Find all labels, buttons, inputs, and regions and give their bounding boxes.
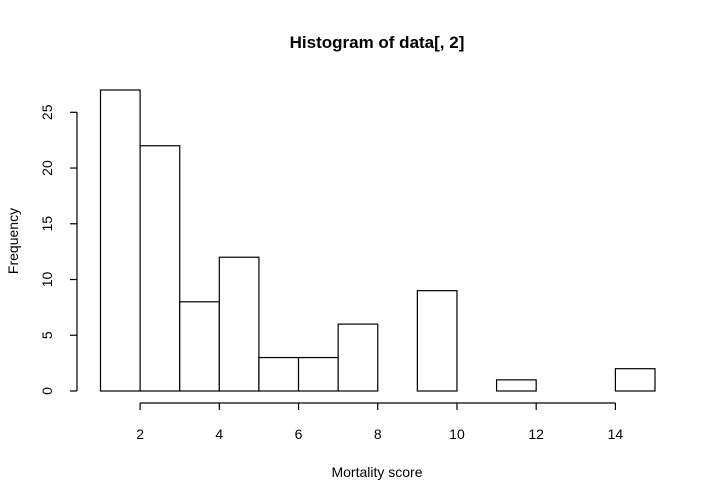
- histogram-bar: [258, 356, 300, 392]
- x-tick-label: 14: [608, 426, 624, 442]
- histogram-bar: [416, 290, 458, 392]
- x-tick-label: 6: [295, 426, 303, 442]
- x-tick-label: 2: [136, 426, 144, 442]
- x-tick-label: 4: [215, 426, 223, 442]
- chart-title: Histogram of data[, 2]: [290, 33, 465, 52]
- y-tick-label: 10: [39, 272, 55, 288]
- histogram-bar: [297, 356, 339, 392]
- y-tick-label: 25: [39, 104, 55, 120]
- histogram-bar: [495, 379, 537, 392]
- y-tick-label: 0: [39, 387, 55, 395]
- y-tick-label: 5: [39, 331, 55, 339]
- histogram-bar: [614, 368, 656, 392]
- histogram-bar: [139, 145, 181, 392]
- y-tick-label: 15: [39, 216, 55, 232]
- y-axis-label: Frequency: [5, 208, 21, 274]
- histogram-bar: [218, 256, 260, 392]
- y-axis: 0 5 10 15 20 25: [39, 104, 78, 395]
- histogram-bar: [179, 301, 220, 392]
- histogram-bar: [337, 323, 379, 392]
- x-tick-label: 8: [374, 426, 382, 442]
- x-axis: 2 4 6 8 10 12 14: [136, 402, 624, 442]
- bars-group: [99, 89, 656, 392]
- x-tick-label: 12: [528, 426, 544, 442]
- x-axis-label: Mortality score: [331, 464, 422, 480]
- x-tick-label: 10: [449, 426, 465, 442]
- y-tick-label: 20: [39, 160, 55, 176]
- histogram-bar: [99, 89, 141, 392]
